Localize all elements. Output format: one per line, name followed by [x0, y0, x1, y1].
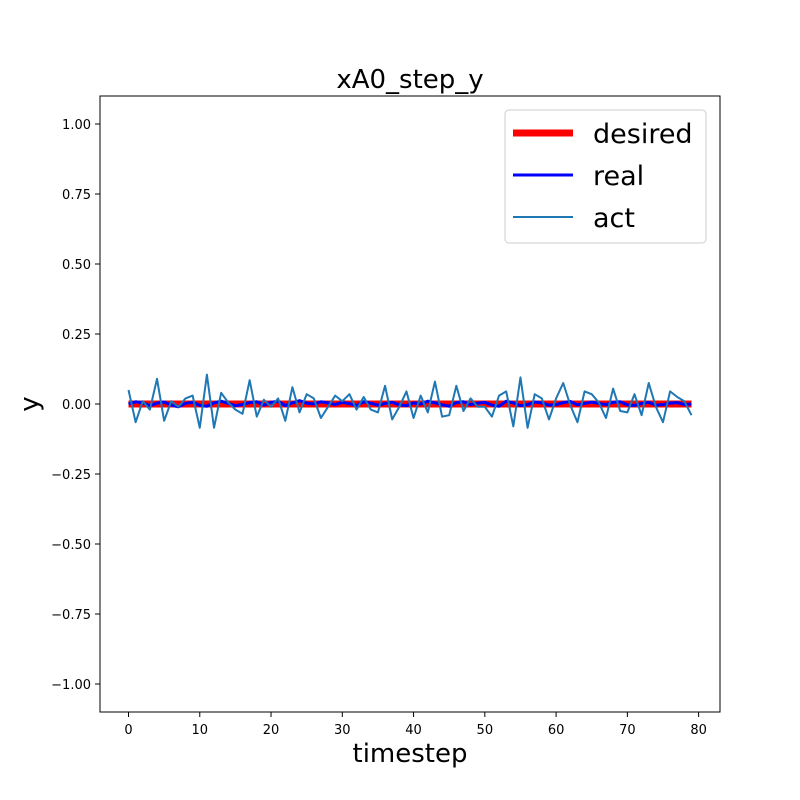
y-tick-label: 1.00: [62, 118, 91, 133]
series-line-act: [127, 373, 693, 429]
y-tick-label: 0.50: [62, 258, 91, 273]
x-axis: 0 10 20 30 40 50 60 70 80: [124, 712, 707, 738]
y-tick-label: −0.25: [51, 468, 91, 483]
x-tick-label: 50: [477, 723, 494, 738]
x-tick-label: 0: [124, 723, 132, 738]
legend-label-desired: desired: [593, 119, 693, 150]
x-tick-label: 80: [690, 723, 707, 738]
legend-label-act: act: [593, 203, 635, 234]
y-tick-label: −0.50: [51, 538, 91, 553]
y-tick-label: 0.00: [62, 398, 91, 413]
legend-label-real: real: [593, 161, 644, 192]
legend-box: [504, 109, 707, 244]
x-axis-label: timestep: [353, 739, 468, 769]
x-tick-label: 30: [334, 723, 351, 738]
x-tick-label: 10: [191, 723, 208, 738]
x-tick-label: 70: [619, 723, 636, 738]
x-tick-label: 20: [263, 723, 280, 738]
y-tick-label: −0.75: [51, 608, 91, 623]
x-tick-label: 40: [405, 723, 422, 738]
y-axis: 1.00 0.75 0.50 0.25 0.00 −0.25 −0.50 −0.75 −1.00: [51, 118, 100, 693]
x-tick-label: 60: [548, 723, 565, 738]
chart-title: xA0_step_y: [336, 65, 483, 95]
y-tick-label: 0.25: [62, 328, 91, 343]
legend: desired real act: [504, 109, 707, 244]
y-axis-label: y: [15, 396, 45, 411]
y-tick-label: 0.75: [62, 188, 91, 203]
y-tick-label: −1.00: [51, 678, 91, 693]
